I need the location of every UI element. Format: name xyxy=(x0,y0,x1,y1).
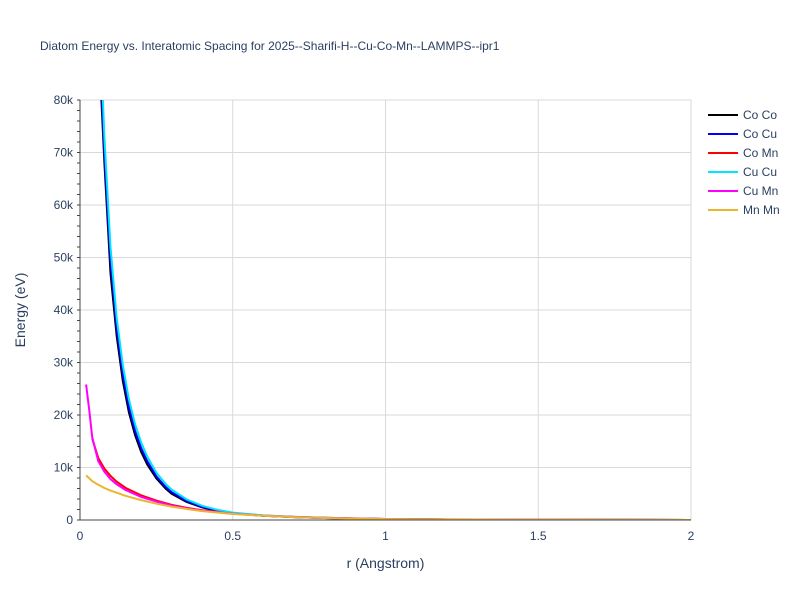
y-tick-label: 30k xyxy=(54,356,74,370)
series-line-cu-mn xyxy=(85,384,691,520)
legend-label: Co Co xyxy=(743,108,777,122)
legend-item-cu-cu[interactable]: Cu Cu xyxy=(708,165,777,179)
series-layer xyxy=(85,100,691,520)
legend-item-co-cu[interactable]: Co Cu xyxy=(708,127,777,141)
y-tick-label: 10k xyxy=(54,461,74,475)
legend-label: Co Mn xyxy=(743,146,778,160)
legend-item-co-mn[interactable]: Co Mn xyxy=(708,146,778,160)
legend[interactable]: Co Co Co Cu Co Mn Cu Cu Cu Mn Mn Mn xyxy=(708,108,780,217)
legend-label: Co Cu xyxy=(743,127,777,141)
legend-item-cu-mn[interactable]: Cu Mn xyxy=(708,184,778,198)
x-tick-label: 0.5 xyxy=(224,529,241,543)
y-tick-label: 0 xyxy=(66,513,73,527)
y-tick-label: 70k xyxy=(54,146,74,160)
x-axis-title: r (Angstrom) xyxy=(347,555,425,571)
legend-label: Cu Cu xyxy=(743,165,777,179)
legend-label: Mn Mn xyxy=(743,203,780,217)
y-tick-label: 80k xyxy=(54,93,74,107)
axes: 0 0.5 1 1.5 2 0 10k 20k 30k 40k 50k 60k 70k 80k xyxy=(54,93,695,543)
y-tick-label: 20k xyxy=(54,408,74,422)
legend-item-mn-mn[interactable]: Mn Mn xyxy=(708,203,780,217)
y-tick-label: 50k xyxy=(54,251,74,265)
grid xyxy=(80,99,692,520)
x-tick-label: 1.5 xyxy=(530,529,547,543)
x-tick-label: 0 xyxy=(77,529,84,543)
x-tick-label: 1 xyxy=(382,529,389,543)
y-tick-label: 60k xyxy=(54,198,74,212)
legend-label: Cu Mn xyxy=(743,184,778,198)
y-axis-title: Energy (eV) xyxy=(12,273,28,348)
series-line-mn-mn xyxy=(85,474,691,520)
x-tick-label: 2 xyxy=(688,529,695,543)
chart-title: Diatom Energy vs. Interatomic Spacing fo… xyxy=(40,39,500,53)
legend-item-co-co[interactable]: Co Co xyxy=(708,108,777,122)
y-tick-label: 40k xyxy=(54,303,74,317)
